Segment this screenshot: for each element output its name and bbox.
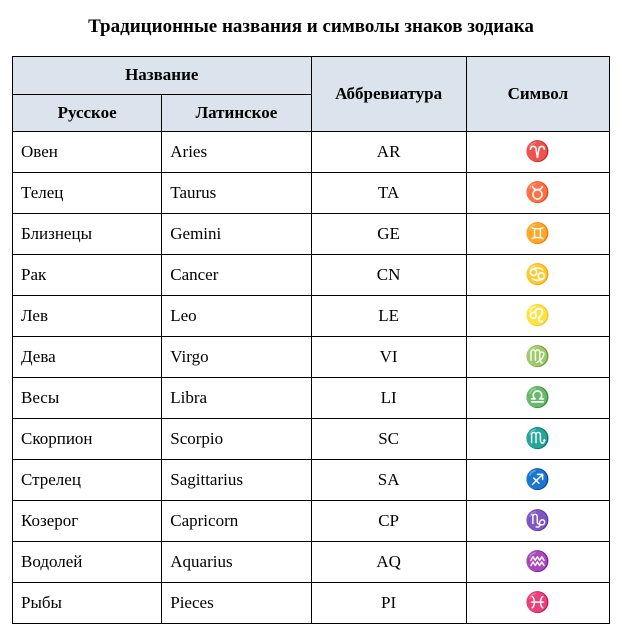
- cell-symbol: ♐: [466, 460, 609, 501]
- table-row: РакCancerCN♋: [13, 255, 610, 296]
- table-row: ВесыLibraLI♎: [13, 378, 610, 419]
- cell-abbrev: CP: [311, 501, 466, 542]
- table-row: БлизнецыGeminiGE♊: [13, 214, 610, 255]
- table-row: РыбыPiecesPI♓: [13, 583, 610, 624]
- cell-abbrev: GE: [311, 214, 466, 255]
- cell-symbol: ♏: [466, 419, 609, 460]
- cell-latin: Cancer: [162, 255, 311, 296]
- cell-latin: Libra: [162, 378, 311, 419]
- cell-latin: Pieces: [162, 583, 311, 624]
- cell-russian: Овен: [13, 132, 162, 173]
- cell-latin: Virgo: [162, 337, 311, 378]
- table-row: СкорпионScorpioSC♏: [13, 419, 610, 460]
- cell-russian: Телец: [13, 173, 162, 214]
- cell-russian: Лев: [13, 296, 162, 337]
- cell-russian: Скорпион: [13, 419, 162, 460]
- header-russian: Русское: [13, 94, 162, 132]
- table-body: ОвенAriesAR♈ТелецTaurusTA♉БлизнецыGemini…: [13, 132, 610, 624]
- cell-abbrev: VI: [311, 337, 466, 378]
- cell-symbol: ♋: [466, 255, 609, 296]
- cell-symbol: ♍: [466, 337, 609, 378]
- cell-symbol: ♉: [466, 173, 609, 214]
- table-row: ЛевLeoLE♌: [13, 296, 610, 337]
- cell-abbrev: AQ: [311, 542, 466, 583]
- cell-symbol: ♎: [466, 378, 609, 419]
- cell-symbol: ♈: [466, 132, 609, 173]
- cell-abbrev: TA: [311, 173, 466, 214]
- cell-russian: Рак: [13, 255, 162, 296]
- cell-latin: Sagittarius: [162, 460, 311, 501]
- cell-latin: Aries: [162, 132, 311, 173]
- cell-latin: Leo: [162, 296, 311, 337]
- cell-symbol: ♒: [466, 542, 609, 583]
- header-name: Название: [13, 57, 312, 95]
- table-row: ВодолейAquariusAQ♒: [13, 542, 610, 583]
- cell-russian: Дева: [13, 337, 162, 378]
- table-row: ОвенAriesAR♈: [13, 132, 610, 173]
- cell-abbrev: SA: [311, 460, 466, 501]
- cell-russian: Водолей: [13, 542, 162, 583]
- cell-abbrev: CN: [311, 255, 466, 296]
- cell-russian: Козерог: [13, 501, 162, 542]
- table-row: СтрелецSagittariusSA♐: [13, 460, 610, 501]
- cell-abbrev: LI: [311, 378, 466, 419]
- cell-latin: Taurus: [162, 173, 311, 214]
- cell-symbol: ♌: [466, 296, 609, 337]
- cell-latin: Scorpio: [162, 419, 311, 460]
- cell-symbol: ♑: [466, 501, 609, 542]
- zodiac-table: Название Аббревиатура Символ Русское Лат…: [12, 56, 610, 624]
- table-row: ДеваVirgoVI♍: [13, 337, 610, 378]
- cell-latin: Aquarius: [162, 542, 311, 583]
- header-abbrev: Аббревиатура: [311, 57, 466, 132]
- table-row: КозерогCapricornCP♑: [13, 501, 610, 542]
- page-title: Традиционные названия и символы знаков з…: [12, 16, 610, 38]
- cell-symbol: ♓: [466, 583, 609, 624]
- cell-russian: Близнецы: [13, 214, 162, 255]
- cell-symbol: ♊: [466, 214, 609, 255]
- header-symbol: Символ: [466, 57, 609, 132]
- cell-abbrev: LE: [311, 296, 466, 337]
- cell-abbrev: AR: [311, 132, 466, 173]
- table-row: ТелецTaurusTA♉: [13, 173, 610, 214]
- header-latin: Латинское: [162, 94, 311, 132]
- cell-russian: Рыбы: [13, 583, 162, 624]
- table-header-row-1: Название Аббревиатура Символ: [13, 57, 610, 95]
- cell-latin: Capricorn: [162, 501, 311, 542]
- cell-abbrev: SC: [311, 419, 466, 460]
- cell-latin: Gemini: [162, 214, 311, 255]
- cell-russian: Весы: [13, 378, 162, 419]
- cell-russian: Стрелец: [13, 460, 162, 501]
- cell-abbrev: PI: [311, 583, 466, 624]
